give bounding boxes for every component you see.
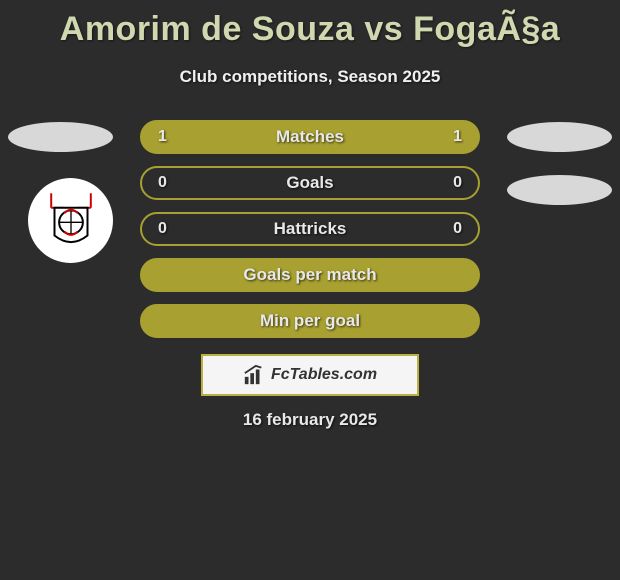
stat-row: 0 Goals 0 (140, 166, 480, 200)
stats-container: 1 Matches 1 0 Goals 0 0 Hattricks 0 Goals per mat… (140, 120, 480, 338)
stat-row: Goals per match (140, 258, 480, 292)
stat-row: Min per goal (140, 304, 480, 338)
chart-icon (243, 364, 265, 386)
stat-value-left: 1 (158, 128, 167, 146)
source-badge[interactable]: FcTables.com (201, 354, 419, 396)
crest-icon (38, 188, 104, 254)
club-crest (28, 178, 113, 263)
stat-value-right: 0 (453, 174, 462, 192)
source-badge-label: FcTables.com (271, 366, 377, 384)
stat-row: 1 Matches 1 (140, 120, 480, 154)
stat-value-left: 0 (158, 220, 167, 238)
date-label: 16 february 2025 (0, 410, 620, 430)
page-title: Amorim de Souza vs FogaÃ§a (0, 0, 620, 49)
stat-label: Hattricks (274, 219, 347, 239)
stat-value-right: 0 (453, 220, 462, 238)
subtitle: Club competitions, Season 2025 (0, 67, 620, 87)
stat-row: 0 Hattricks 0 (140, 212, 480, 246)
stat-value-right: 1 (453, 128, 462, 146)
player-left-placeholder (8, 122, 113, 152)
player-right-placeholder-2 (507, 175, 612, 205)
stat-label: Goals per match (243, 265, 376, 285)
stat-value-left: 0 (158, 174, 167, 192)
stat-label: Matches (276, 127, 344, 147)
player-right-placeholder-1 (507, 122, 612, 152)
stat-label: Min per goal (260, 311, 360, 331)
stat-label: Goals (286, 173, 333, 193)
